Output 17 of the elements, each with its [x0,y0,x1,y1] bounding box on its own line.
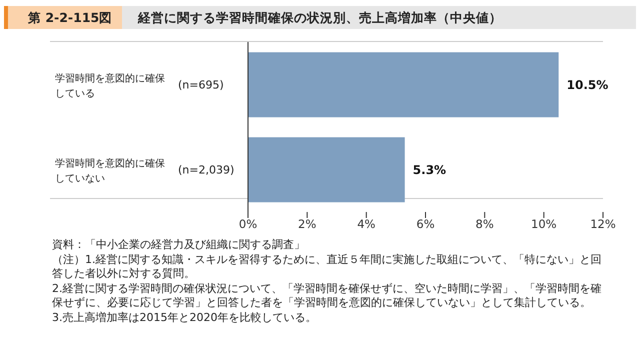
x-tick-label: 12% [590,217,616,232]
x-tick-label: 6% [416,217,435,232]
data-label: 5.3% [412,162,446,177]
chart-title: 経営に関する学習時間確保の状況別、売上高増加率（中央値） [138,10,502,27]
text: 2.経営に関する学習時間の確保状況について、「学習時間を確保せずに、空いた時間に学習」、「学習時間を確保せずに、必要に応じて学習」と回答した者を「学習時間を意図的に確保していない」として集計している。 [52,282,602,310]
x-tick-label: 2% [298,217,316,232]
text: 資料：「中小企業の経営力及び組織に関する調査」 [52,238,306,252]
data-label: 10.5% [566,78,608,92]
x-tick-label: 8% [476,217,494,232]
text: 3.売上高増加率は2015年と2020年を比較している。 [52,310,318,325]
text: （注）1.経営に関する知識・スキルを習得するために、直近５年間に実施した取組について、「特にない」と回答した者以外に対する質問。 [52,252,602,282]
x-tick-label: 4% [357,217,376,232]
category-label: 学習時間を意図的に確保していない (n=2,039) [55,158,234,184]
x-tick-label: 0% [238,217,258,232]
text: 第 2-2-115図 [28,10,112,27]
x-tick-label: 10% [531,217,557,232]
category-label: 学習時間を意図的に確保している (n=695) [55,74,224,100]
